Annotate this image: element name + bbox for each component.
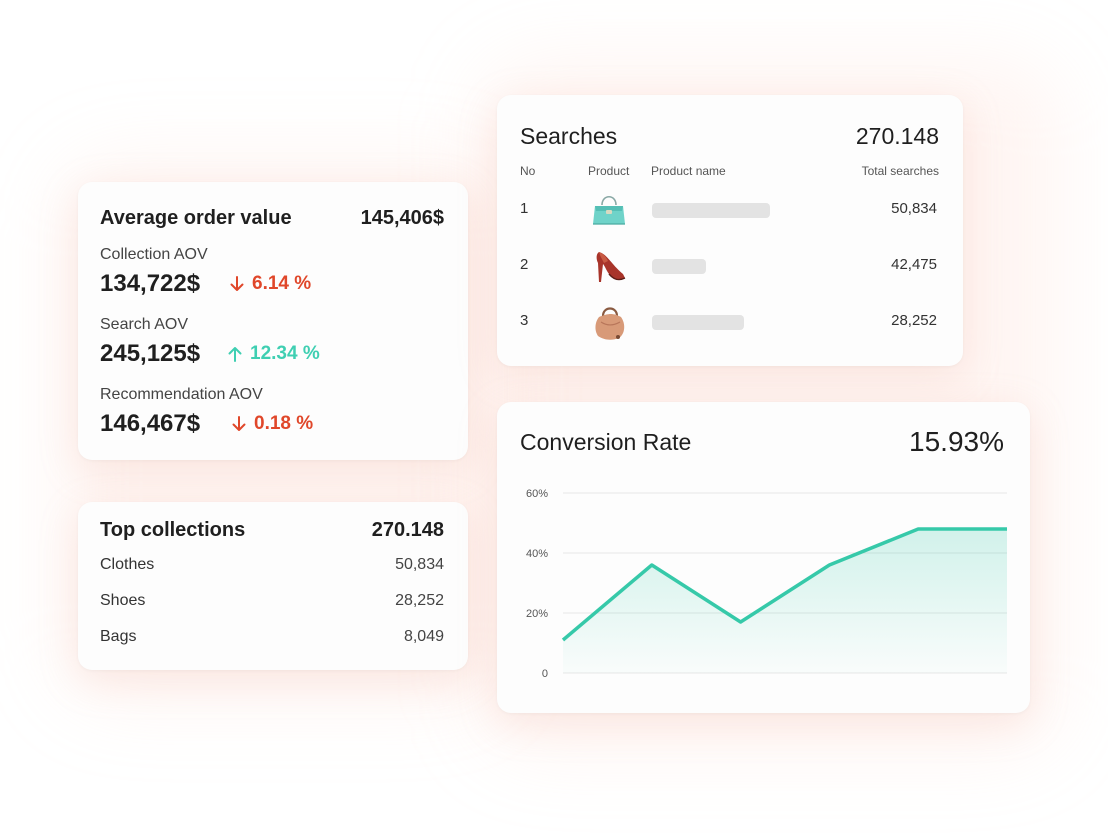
top-collections-title: Top collections: [100, 519, 246, 541]
y-tick-label: 0: [542, 668, 548, 680]
top-collections-total: 270.148: [371, 519, 444, 541]
list-item[interactable]: Shoes 28,252: [100, 592, 444, 614]
teal-handbag-icon: [593, 195, 625, 225]
recommendation-aov-change-text: 0.18 %: [254, 413, 314, 434]
searches-total: 270.148: [855, 123, 939, 149]
row-number: 2: [520, 256, 529, 273]
searches-title: Searches: [520, 123, 618, 149]
search-aov-change: 12.34 %: [228, 343, 320, 365]
search-aov-value: 245,125$: [100, 340, 201, 367]
tan-hobo-bag-icon: [595, 307, 625, 340]
collection-aov-label: Collection AOV: [100, 246, 208, 263]
search-aov-change-text: 12.34 %: [250, 343, 320, 364]
collection-value: 50,834: [395, 556, 444, 573]
collection-name: Shoes: [100, 592, 146, 609]
recommendation-aov-value: 146,467$: [100, 410, 201, 437]
collection-name: Clothes: [100, 556, 155, 573]
total-searches-value: 28,252: [891, 312, 937, 329]
top-collections-card: Top collections 270.148 Clothes 50,834 S…: [78, 502, 468, 670]
collection-aov-change-text: 6.14 %: [252, 273, 312, 294]
conversion-title: Conversion Rate: [520, 429, 692, 455]
aov-total: 145,406$: [360, 207, 444, 229]
collection-aov-value: 134,722$: [100, 270, 201, 297]
arrow-up-icon: [228, 347, 242, 362]
product-name-placeholder: [652, 259, 706, 274]
y-tick-label: 60%: [526, 488, 548, 500]
average-order-value-card: Average order value 145,406$ Collection …: [78, 182, 468, 460]
recommendation-aov-label: Recommendation AOV: [100, 386, 263, 403]
conversion-rate-chart: 0 20% 40% 60%: [526, 488, 1008, 680]
y-tick-label: 40%: [526, 548, 548, 560]
y-tick-label: 20%: [526, 608, 548, 620]
product-name-placeholder: [652, 315, 744, 330]
arrow-down-icon: [230, 276, 244, 291]
collection-value: 28,252: [395, 592, 444, 609]
row-number: 3: [520, 312, 529, 329]
table-row[interactable]: 2 42,475: [497, 242, 963, 290]
total-searches-value: 42,475: [891, 256, 937, 273]
list-item[interactable]: Bags 8,049: [100, 628, 444, 650]
collection-value: 8,049: [403, 628, 444, 645]
search-aov-label: Search AOV: [100, 316, 189, 333]
column-header-product: Product: [588, 164, 630, 178]
collection-name: Bags: [100, 628, 137, 645]
conversion-total: 15.93%: [909, 426, 1004, 457]
recommendation-aov-change: 0.18 %: [232, 413, 313, 435]
total-searches-value: 50,834: [891, 200, 937, 217]
table-row[interactable]: 3 28,252: [497, 298, 963, 346]
collection-aov-change: 6.14 %: [230, 273, 311, 295]
product-name-placeholder: [652, 203, 770, 218]
list-item[interactable]: Clothes 50,834: [100, 556, 444, 578]
conversion-series-line: [561, 527, 1007, 642]
conversion-area: [563, 529, 1007, 673]
row-number: 1: [520, 200, 529, 217]
arrow-down-icon: [232, 416, 246, 431]
searches-card: Searches 270.148 No Product Product name…: [497, 95, 963, 366]
column-header-total-searches: Total searches: [861, 164, 939, 178]
table-row[interactable]: 1 50,834: [497, 186, 963, 234]
aov-title: Average order value: [100, 207, 292, 229]
column-header-product-name: Product name: [651, 164, 726, 178]
conversion-rate-card: Conversion Rate 15.93% 0 20% 40% 60%: [497, 402, 1030, 713]
column-header-no: No: [520, 164, 536, 178]
red-high-heel-shoe-icon: [596, 252, 626, 282]
